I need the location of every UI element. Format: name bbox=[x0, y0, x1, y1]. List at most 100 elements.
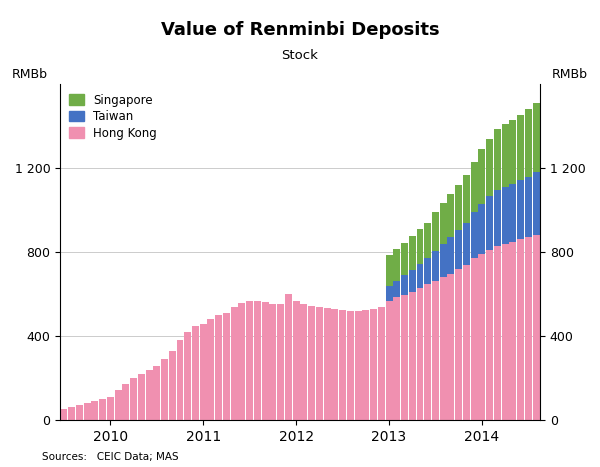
Bar bbox=[323, 308, 331, 420]
Bar bbox=[370, 309, 377, 420]
Bar bbox=[494, 246, 501, 420]
Bar bbox=[416, 264, 424, 288]
Bar bbox=[486, 139, 493, 197]
Bar bbox=[533, 103, 539, 172]
Bar bbox=[525, 177, 532, 237]
Bar bbox=[525, 109, 532, 177]
Bar bbox=[416, 288, 424, 420]
Bar bbox=[517, 180, 524, 239]
Bar bbox=[409, 292, 416, 420]
Bar bbox=[130, 378, 137, 420]
Bar bbox=[161, 360, 168, 420]
Bar bbox=[269, 304, 277, 420]
Bar bbox=[308, 306, 315, 420]
Bar bbox=[517, 114, 524, 180]
Bar bbox=[471, 258, 478, 420]
Legend: Singapore, Taiwan, Hong Kong: Singapore, Taiwan, Hong Kong bbox=[66, 90, 160, 143]
Bar bbox=[424, 223, 431, 258]
Bar bbox=[184, 332, 191, 420]
Bar bbox=[432, 251, 439, 281]
Bar bbox=[448, 274, 454, 420]
Bar bbox=[115, 390, 122, 420]
Bar bbox=[99, 399, 106, 420]
Bar bbox=[471, 162, 478, 212]
Bar bbox=[355, 311, 362, 420]
Bar bbox=[455, 230, 462, 269]
Bar bbox=[262, 302, 269, 420]
Bar bbox=[246, 301, 253, 420]
Bar bbox=[386, 301, 392, 420]
Bar bbox=[448, 194, 454, 237]
Bar bbox=[509, 241, 517, 420]
Bar bbox=[76, 405, 83, 420]
Bar bbox=[331, 309, 338, 420]
Bar bbox=[463, 223, 470, 265]
Bar bbox=[471, 212, 478, 258]
Bar bbox=[509, 120, 517, 184]
Bar bbox=[509, 184, 517, 241]
Bar bbox=[494, 129, 501, 190]
Bar bbox=[463, 176, 470, 223]
Bar bbox=[386, 255, 392, 286]
Bar bbox=[378, 307, 385, 420]
Bar bbox=[223, 313, 230, 420]
Bar bbox=[440, 244, 447, 277]
Text: RMBb: RMBb bbox=[12, 68, 48, 81]
Bar bbox=[478, 204, 485, 254]
Bar bbox=[107, 397, 114, 420]
Bar bbox=[432, 212, 439, 251]
Bar bbox=[409, 270, 416, 292]
Bar bbox=[192, 325, 199, 420]
Bar bbox=[416, 229, 424, 264]
Bar bbox=[316, 307, 323, 420]
Bar bbox=[424, 258, 431, 283]
Bar bbox=[83, 403, 91, 420]
Bar bbox=[455, 269, 462, 420]
Bar bbox=[231, 307, 238, 420]
Bar bbox=[486, 250, 493, 420]
Bar bbox=[301, 304, 307, 420]
Text: Value of Renminbi Deposits: Value of Renminbi Deposits bbox=[161, 21, 439, 39]
Bar bbox=[362, 310, 369, 420]
Bar bbox=[200, 324, 207, 420]
Bar bbox=[285, 294, 292, 420]
Bar bbox=[208, 319, 214, 420]
Bar bbox=[146, 370, 152, 420]
Bar bbox=[533, 235, 539, 420]
Text: Stock: Stock bbox=[281, 49, 319, 62]
Bar bbox=[440, 203, 447, 244]
Bar bbox=[386, 286, 392, 301]
Bar bbox=[91, 401, 98, 420]
Bar bbox=[448, 237, 454, 274]
Bar bbox=[463, 265, 470, 420]
Bar bbox=[424, 283, 431, 420]
Bar bbox=[494, 190, 501, 246]
Bar bbox=[502, 187, 509, 244]
Bar bbox=[525, 237, 532, 420]
Bar bbox=[169, 351, 176, 420]
Bar bbox=[401, 243, 408, 275]
Bar bbox=[61, 409, 67, 420]
Bar bbox=[122, 383, 129, 420]
Bar bbox=[440, 277, 447, 420]
Bar bbox=[533, 172, 539, 235]
Bar bbox=[401, 295, 408, 420]
Bar bbox=[254, 301, 261, 420]
Bar bbox=[502, 244, 509, 420]
Bar bbox=[478, 149, 485, 204]
Bar bbox=[339, 310, 346, 420]
Bar bbox=[393, 281, 400, 297]
Bar bbox=[138, 374, 145, 420]
Bar bbox=[478, 254, 485, 420]
Text: RMBb: RMBb bbox=[552, 68, 588, 81]
Bar bbox=[215, 315, 222, 420]
Bar bbox=[277, 304, 284, 420]
Bar bbox=[401, 275, 408, 295]
Bar bbox=[347, 311, 354, 420]
Bar bbox=[68, 407, 75, 420]
Bar bbox=[176, 340, 184, 420]
Bar bbox=[486, 197, 493, 250]
Bar bbox=[293, 301, 299, 420]
Bar bbox=[409, 236, 416, 270]
Bar bbox=[393, 249, 400, 281]
